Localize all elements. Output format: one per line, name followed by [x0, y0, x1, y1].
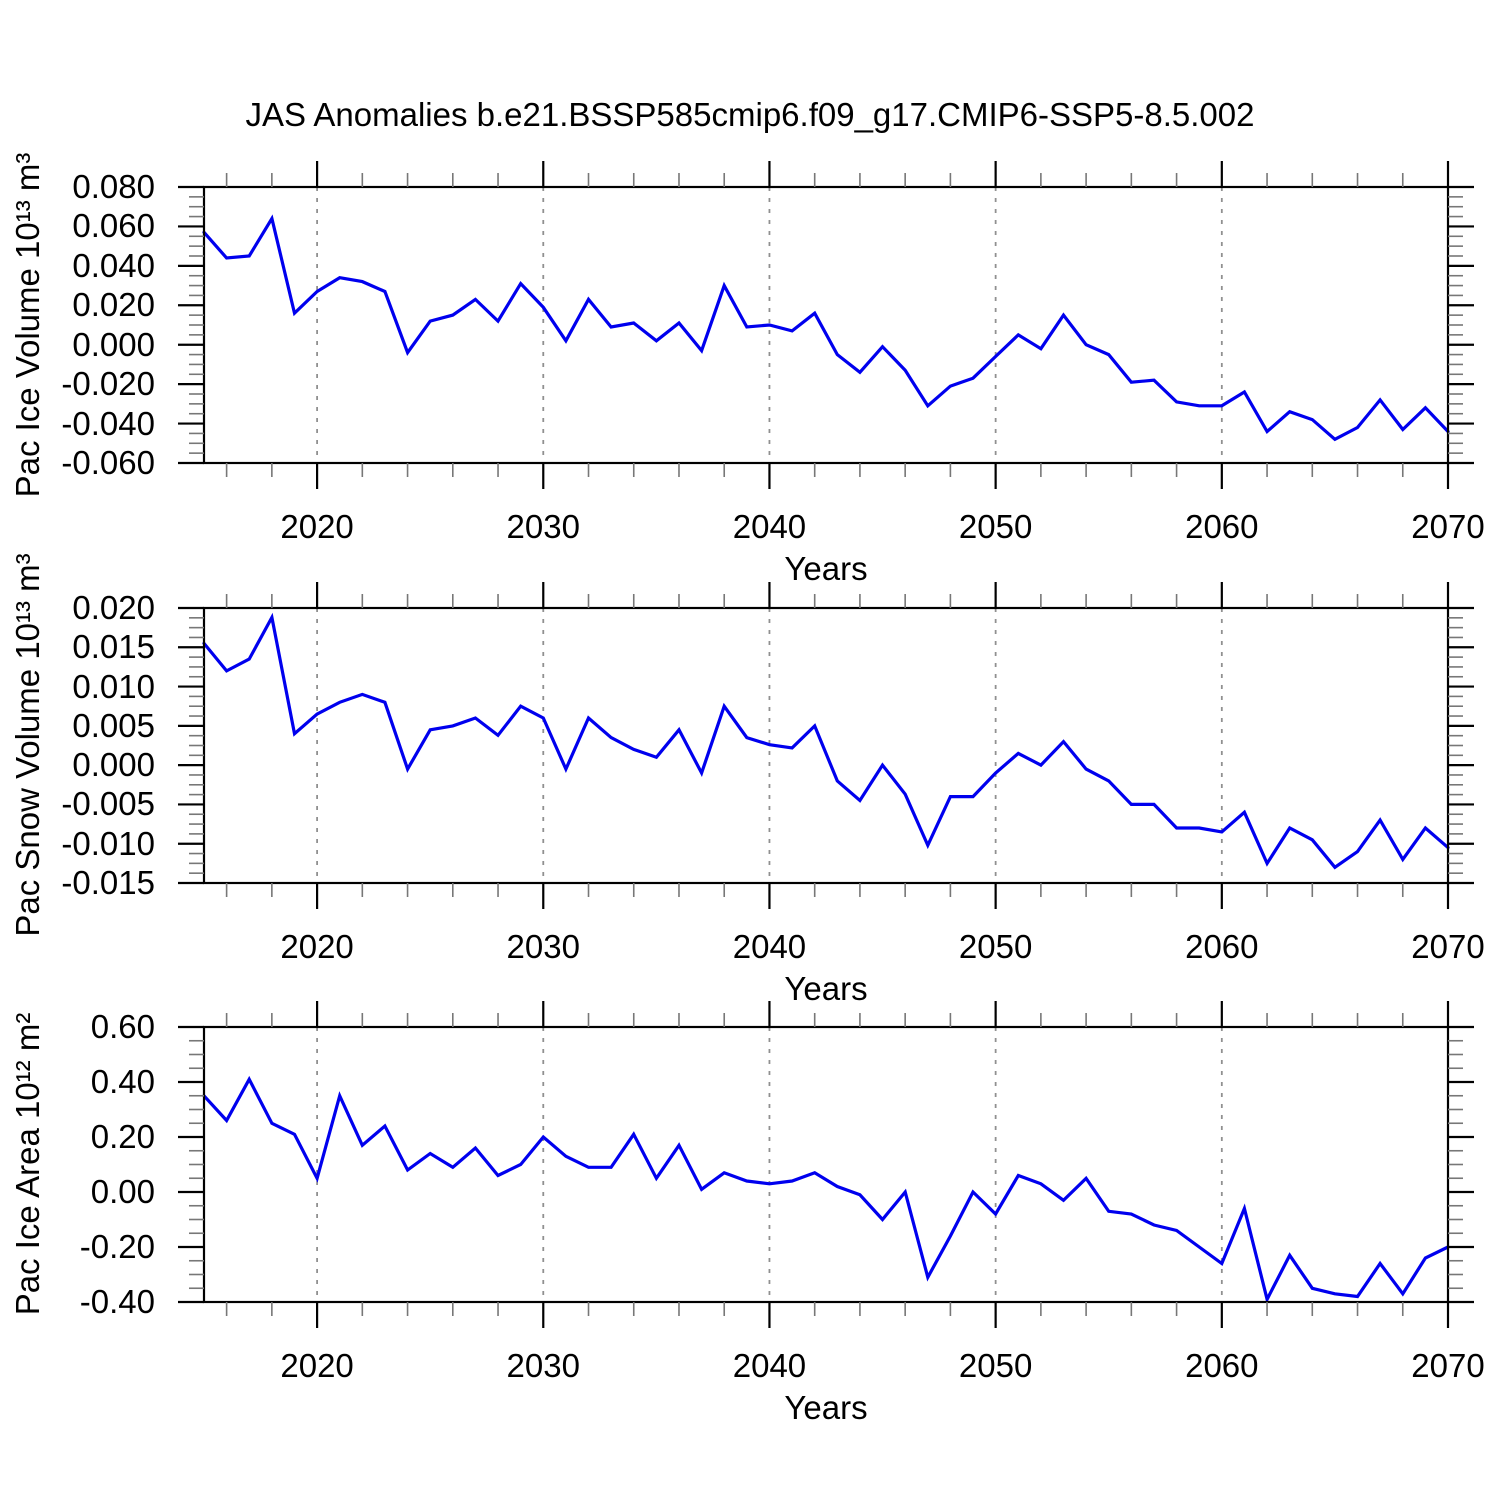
x-tick-label: 2030 [506, 928, 580, 965]
y-tick-label: 0.00 [90, 1173, 155, 1210]
y-tick-label: 0.080 [72, 168, 155, 205]
y-tick-label: -0.020 [61, 365, 155, 403]
x-tick-label: 2050 [958, 1347, 1033, 1384]
y-tick-label: 0.000 [72, 746, 155, 784]
y-tick-label: 0.000 [72, 325, 155, 363]
panel-1 [178, 161, 1474, 489]
y-tick-label: 0.020 [72, 589, 155, 626]
y-tick-label: -0.060 [61, 444, 155, 481]
y-tick-label: -0.015 [61, 864, 155, 901]
panel-2 [178, 582, 1474, 909]
data-line [202, 1075, 1450, 1304]
x-tick-label: 2020 [280, 928, 354, 965]
x-tick-label: 2020 [280, 508, 354, 545]
chart-title: JAS Anomalies b.e21.BSSP585cmip6.f09_g17… [245, 96, 1255, 133]
y-tick-label: 0.020 [72, 286, 155, 324]
y-tick-label: -0.20 [79, 1228, 155, 1265]
x-axis-title-panel-3: Years [784, 1389, 868, 1426]
y-tick-label: 0.60 [90, 1008, 155, 1045]
y-tick-label: -0.40 [79, 1283, 155, 1320]
y-tick-label: 0.040 [72, 246, 155, 284]
x-tick-label: 2040 [732, 1347, 807, 1384]
data-line [202, 214, 1450, 442]
y-tick-label: 0.005 [72, 706, 155, 744]
data-line [202, 612, 1450, 870]
y-tick-label: 0.010 [72, 667, 155, 705]
x-tick-label: 2030 [506, 1347, 580, 1384]
y-tick-label: -0.040 [61, 404, 155, 442]
y-tick-label: -0.005 [61, 785, 155, 823]
x-tick-label: 2030 [506, 508, 580, 545]
x-tick-label: 2040 [732, 928, 807, 965]
x-tick-label: 2050 [958, 928, 1033, 965]
y-tick-label: 0.015 [72, 628, 155, 666]
x-tick-label: 2020 [280, 1347, 354, 1384]
x-axis-title-panel-2: Years [784, 970, 868, 1007]
y-tick-label: 0.40 [90, 1063, 155, 1100]
plot-box [202, 1025, 1450, 1304]
x-axis-title-panel-1: Years [784, 550, 868, 587]
y-tick-label: 0.060 [72, 207, 155, 245]
panel-3 [178, 1001, 1474, 1328]
x-tick-label: 2060 [1185, 928, 1259, 965]
x-tick-label: 2070 [1411, 1347, 1485, 1384]
y-tick-label: -0.010 [61, 824, 155, 862]
plot-box [202, 606, 1450, 885]
x-tick-label: 2070 [1411, 508, 1485, 545]
x-tick-label: 2060 [1185, 508, 1259, 545]
x-tick-label: 2050 [958, 508, 1033, 545]
x-tick-label: 2040 [732, 508, 807, 545]
y-tick-label: 0.20 [90, 1118, 155, 1155]
x-tick-label: 2070 [1411, 928, 1485, 965]
x-tick-label: 2060 [1185, 1347, 1259, 1384]
